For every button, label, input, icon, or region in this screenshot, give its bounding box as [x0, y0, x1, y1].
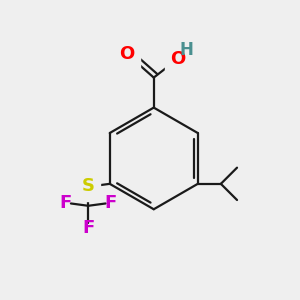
Text: O: O [120, 46, 135, 64]
Text: F: F [82, 219, 94, 237]
Text: F: F [104, 194, 117, 212]
Text: S: S [82, 177, 95, 195]
Text: O: O [170, 50, 186, 68]
Text: F: F [60, 194, 72, 212]
Text: H: H [179, 41, 193, 59]
